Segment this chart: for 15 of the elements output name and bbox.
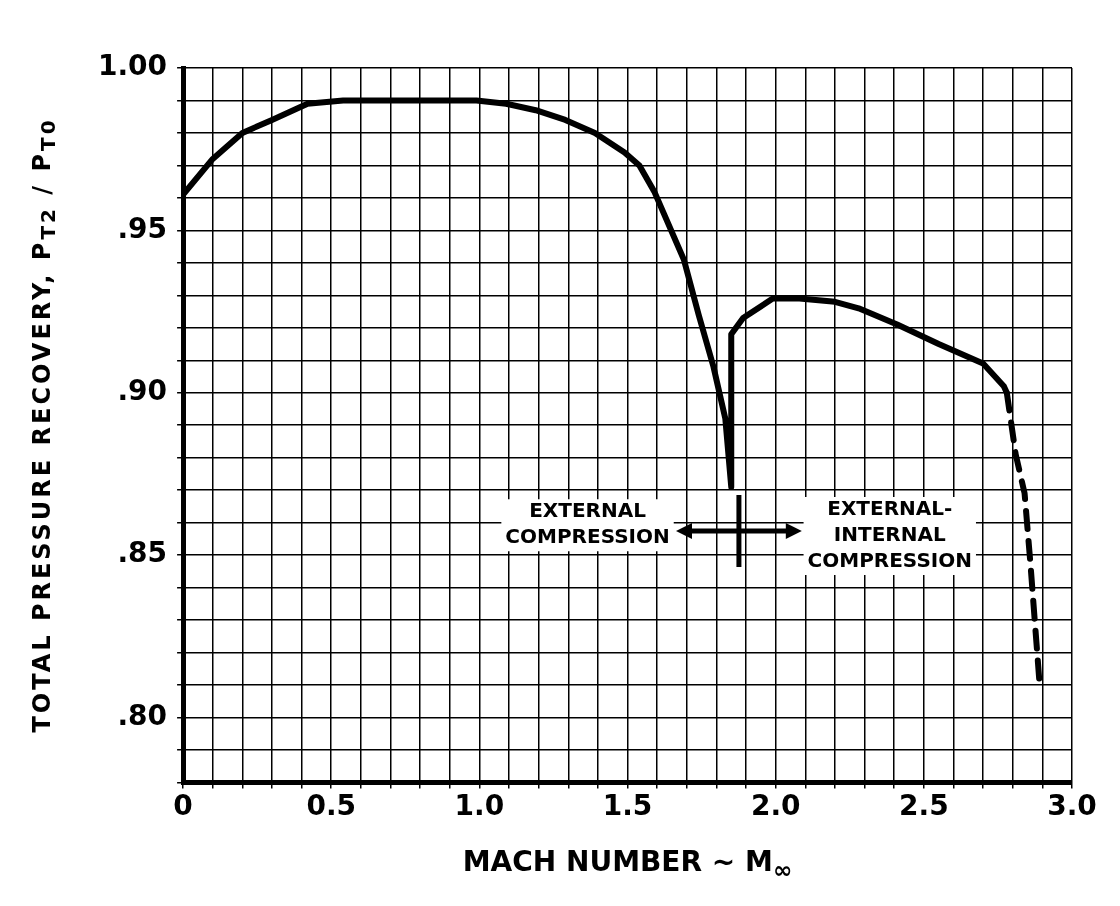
y-tick-label: .95 [117, 211, 168, 245]
x-tick-label: 2.5 [899, 789, 949, 823]
x-tick-label: 0 [173, 789, 193, 823]
x-axis-title: MACH NUMBER ~ M$_{∞}$ [462, 845, 793, 884]
x-tick-label: 0.5 [306, 789, 357, 823]
y-tick-label: 1.00 [97, 49, 168, 83]
annotation: EXTERNAL-INTERNAL COMPRESSION [807, 496, 972, 573]
x-tick-label: 1.0 [454, 789, 505, 823]
annotation: EXTERNAL COMPRESSION [505, 498, 670, 549]
x-tick-label: 2.0 [750, 789, 801, 823]
y-tick-label: .80 [117, 698, 168, 732]
y-tick-label: .85 [117, 536, 168, 570]
x-tick-label: 3.0 [1047, 789, 1097, 823]
y-tick-label: .90 [117, 374, 168, 408]
x-tick-label: 1.5 [602, 789, 653, 823]
